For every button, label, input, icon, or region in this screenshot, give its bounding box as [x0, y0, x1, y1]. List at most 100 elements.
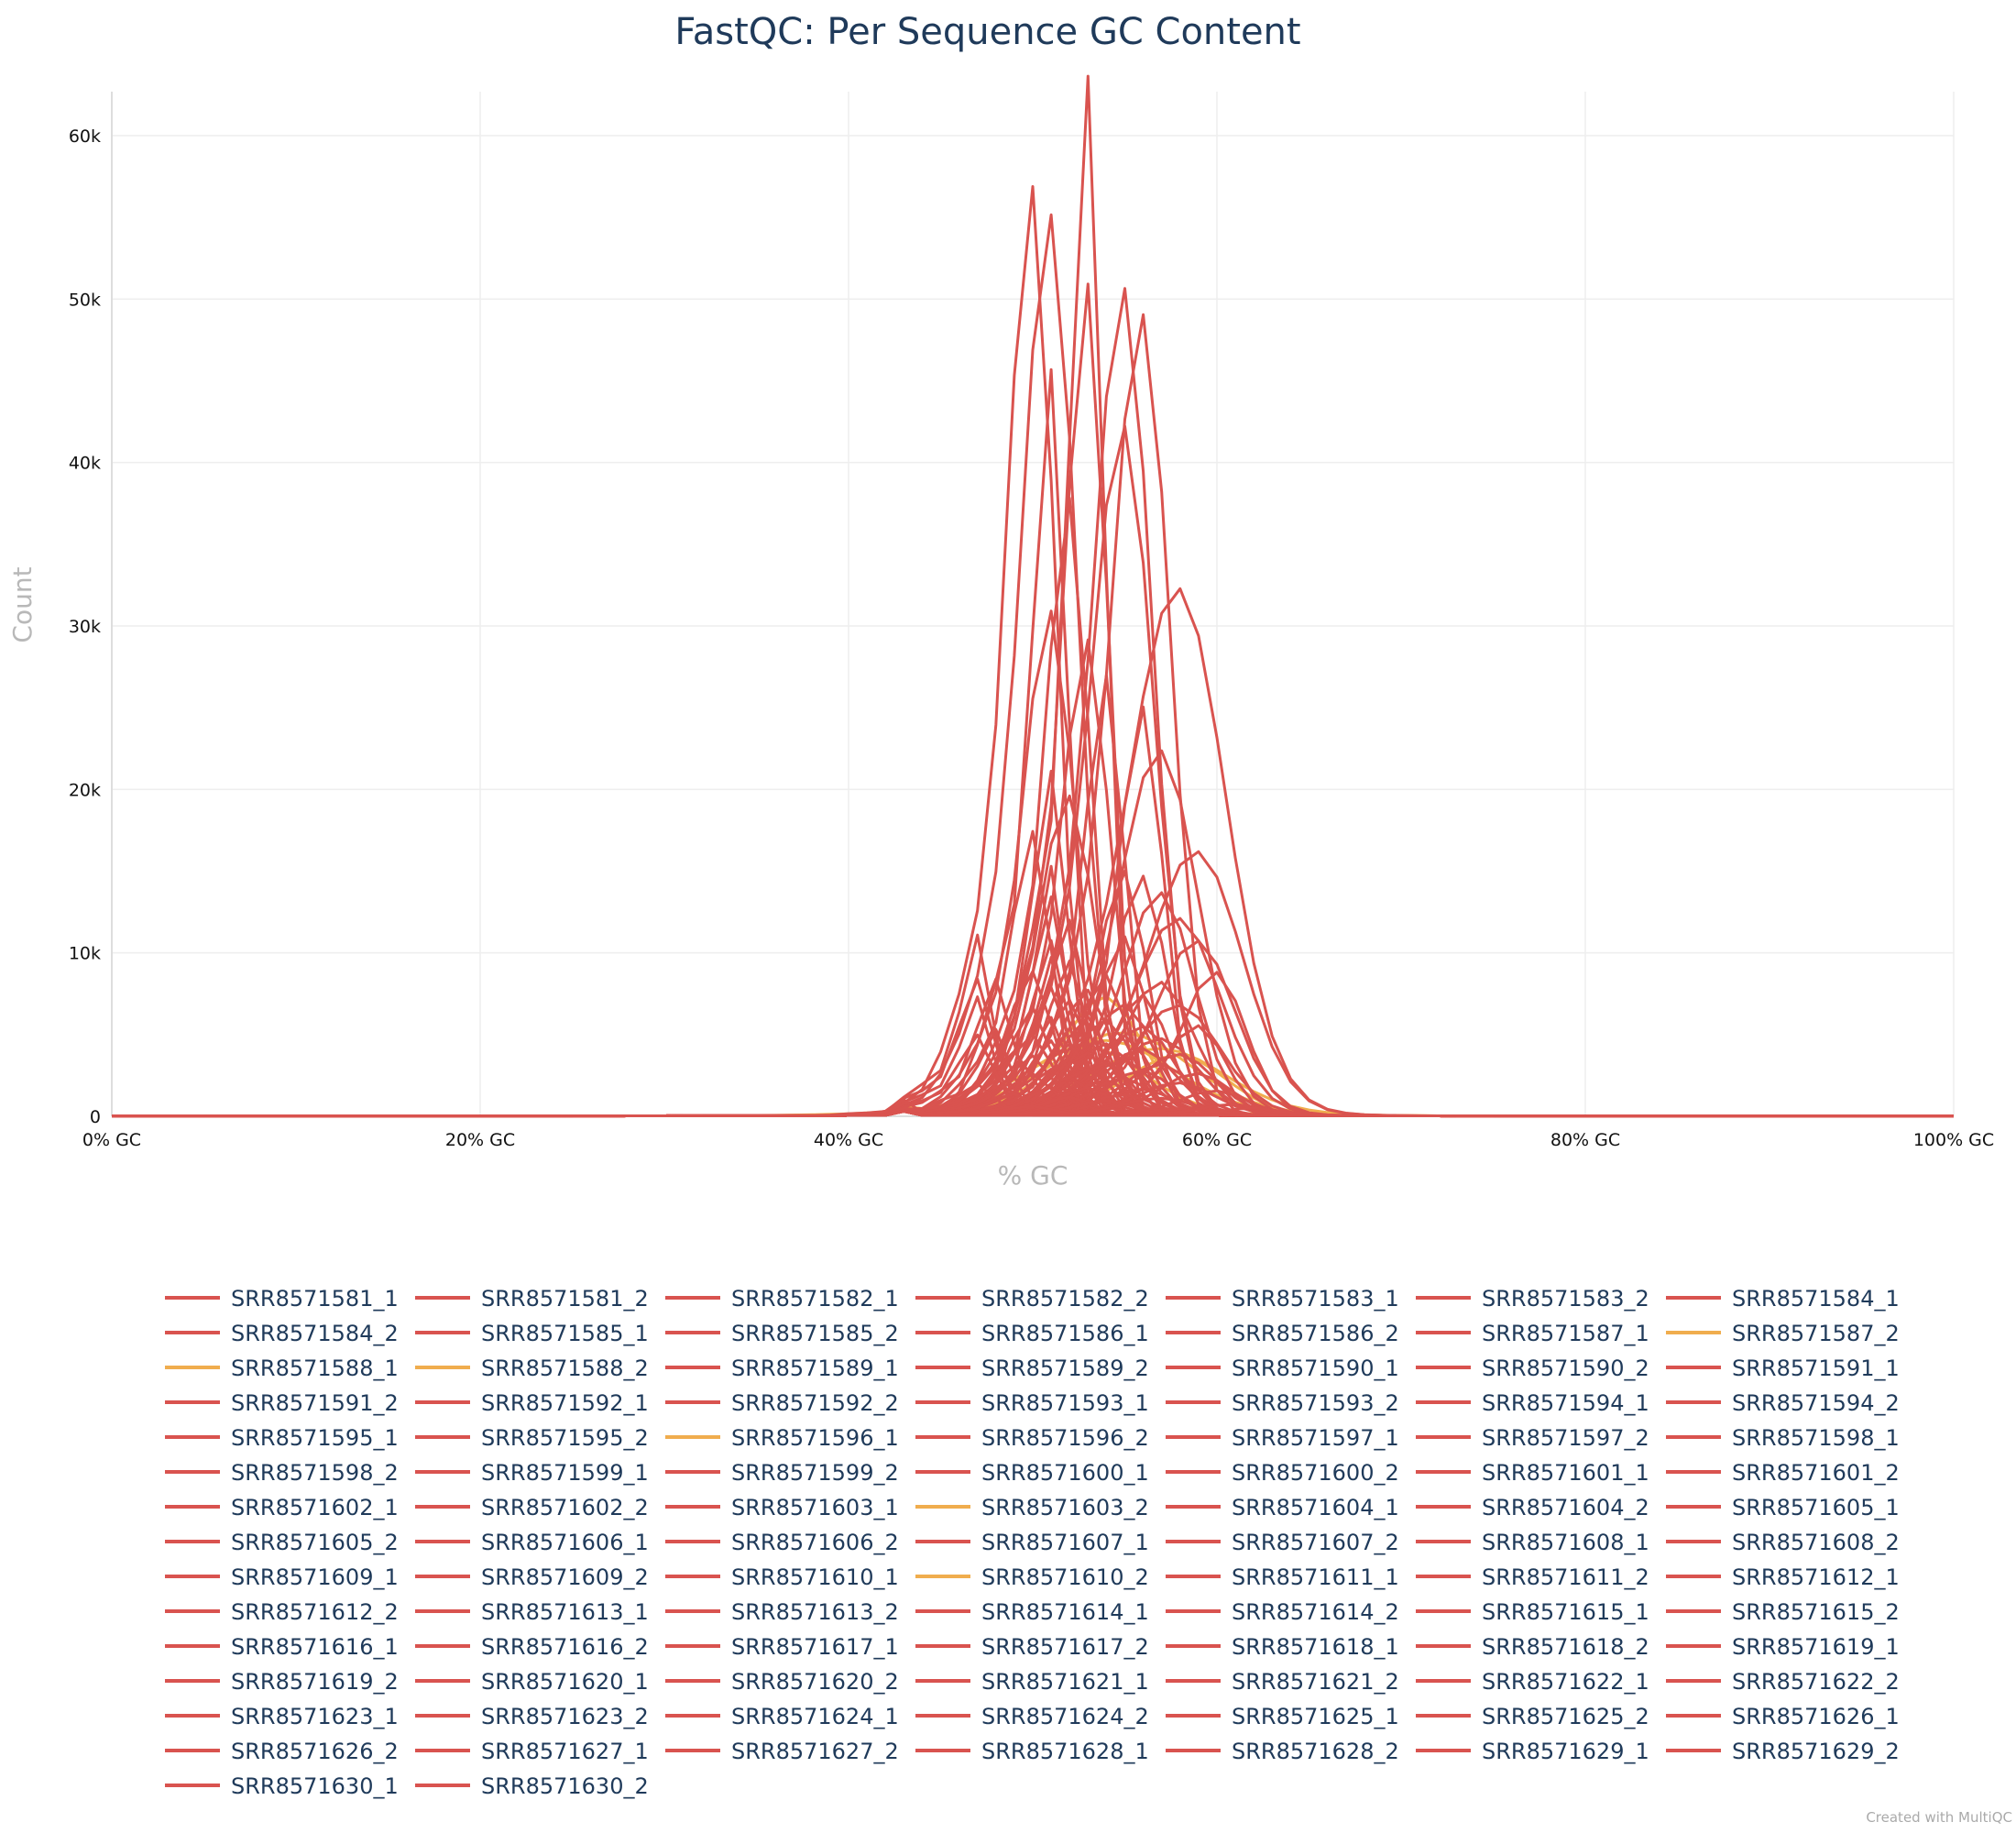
legend-item[interactable]: SRR8571615_1 [1416, 1599, 1649, 1625]
legend-item[interactable]: SRR8571605_2 [165, 1530, 399, 1555]
legend-item[interactable]: SRR8571610_2 [915, 1564, 1149, 1590]
legend-item[interactable]: SRR8571593_1 [915, 1390, 1149, 1416]
legend-item[interactable]: SRR8571608_1 [1416, 1530, 1649, 1555]
legend-item[interactable]: SRR8571582_2 [915, 1286, 1149, 1312]
legend-item[interactable]: SRR8571592_2 [665, 1390, 899, 1416]
legend-item[interactable]: SRR8571626_1 [1666, 1704, 1900, 1729]
legend-item[interactable]: SRR8571612_2 [165, 1599, 399, 1625]
legend-item[interactable]: SRR8571600_2 [1166, 1460, 1399, 1486]
legend-item[interactable]: SRR8571596_2 [915, 1425, 1149, 1451]
legend-item[interactable]: SRR8571621_1 [915, 1669, 1149, 1695]
legend-item[interactable]: SRR8571590_1 [1166, 1356, 1399, 1381]
legend-item[interactable]: SRR8571624_2 [915, 1704, 1149, 1729]
legend-item[interactable]: SRR8571627_2 [665, 1739, 899, 1764]
legend-item[interactable]: SRR8571606_2 [665, 1530, 899, 1555]
legend-item[interactable]: SRR8571629_2 [1666, 1739, 1900, 1764]
legend-item[interactable]: SRR8571620_2 [665, 1669, 899, 1695]
legend-item[interactable]: SRR8571595_1 [165, 1425, 399, 1451]
legend-item[interactable]: SRR8571598_1 [1666, 1425, 1900, 1451]
legend-item[interactable]: SRR8571612_1 [1666, 1564, 1900, 1590]
legend-item[interactable]: SRR8571602_2 [415, 1495, 649, 1520]
legend-item[interactable]: SRR8571616_2 [415, 1634, 649, 1660]
legend-item[interactable]: SRR8571581_1 [165, 1286, 399, 1312]
legend-item[interactable]: SRR8571628_1 [915, 1739, 1149, 1764]
legend-item[interactable]: SRR8571598_2 [165, 1460, 399, 1486]
legend-item[interactable]: SRR8571593_2 [1166, 1390, 1399, 1416]
legend-item[interactable]: SRR8571602_1 [165, 1495, 399, 1520]
legend-item[interactable]: SRR8571618_2 [1416, 1634, 1649, 1660]
legend-item[interactable]: SRR8571614_2 [1166, 1599, 1399, 1625]
legend-item[interactable]: SRR8571589_2 [915, 1356, 1149, 1381]
legend-item[interactable]: SRR8571626_2 [165, 1739, 399, 1764]
legend-item[interactable]: SRR8571630_1 [165, 1773, 399, 1799]
legend-item[interactable]: SRR8571622_2 [1666, 1669, 1900, 1695]
legend-item[interactable]: SRR8571604_2 [1416, 1495, 1649, 1520]
legend-item[interactable]: SRR8571628_2 [1166, 1739, 1399, 1764]
legend-item[interactable]: SRR8571616_1 [165, 1634, 399, 1660]
legend-item[interactable]: SRR8571609_2 [415, 1564, 649, 1590]
legend-item[interactable]: SRR8571623_2 [415, 1704, 649, 1729]
legend-item[interactable]: SRR8571622_1 [1416, 1669, 1649, 1695]
legend-item[interactable]: SRR8571614_1 [915, 1599, 1149, 1625]
legend-item[interactable]: SRR8571589_1 [665, 1356, 899, 1381]
legend-item[interactable]: SRR8571599_1 [415, 1460, 649, 1486]
legend-item[interactable]: SRR8571606_1 [415, 1530, 649, 1555]
legend-item[interactable]: SRR8571624_1 [665, 1704, 899, 1729]
legend-item[interactable]: SRR8571603_1 [665, 1495, 899, 1520]
legend-item[interactable]: SRR8571619_1 [1666, 1634, 1900, 1660]
legend-item[interactable]: SRR8571605_1 [1666, 1495, 1900, 1520]
legend-item[interactable]: SRR8571613_1 [415, 1599, 649, 1625]
legend-item[interactable]: SRR8571592_1 [415, 1390, 649, 1416]
legend-item[interactable]: SRR8571600_1 [915, 1460, 1149, 1486]
legend-item[interactable]: SRR8571595_2 [415, 1425, 649, 1451]
legend-item[interactable]: SRR8571587_1 [1416, 1321, 1649, 1346]
legend-item[interactable]: SRR8571630_2 [415, 1773, 649, 1799]
legend-item[interactable]: SRR8571617_2 [915, 1634, 1149, 1660]
legend-item[interactable]: SRR8571588_2 [415, 1356, 649, 1381]
legend-item[interactable]: SRR8571582_1 [665, 1286, 899, 1312]
legend-item[interactable]: SRR8571599_2 [665, 1460, 899, 1486]
legend-item[interactable]: SRR8571590_2 [1416, 1356, 1649, 1381]
legend-item[interactable]: SRR8571621_2 [1166, 1669, 1399, 1695]
legend-item[interactable]: SRR8571611_1 [1166, 1564, 1399, 1590]
legend-item[interactable]: SRR8571581_2 [415, 1286, 649, 1312]
legend-item[interactable]: SRR8571585_1 [415, 1321, 649, 1346]
legend-item[interactable]: SRR8571587_2 [1666, 1321, 1900, 1346]
legend-item[interactable]: SRR8571601_2 [1666, 1460, 1900, 1486]
legend-item[interactable]: SRR8571613_2 [665, 1599, 899, 1625]
legend-item[interactable]: SRR8571604_1 [1166, 1495, 1399, 1520]
legend-item[interactable]: SRR8571623_1 [165, 1704, 399, 1729]
legend-item[interactable]: SRR8571608_2 [1666, 1530, 1900, 1555]
legend-item[interactable]: SRR8571617_1 [665, 1634, 899, 1660]
legend-item[interactable]: SRR8571597_1 [1166, 1425, 1399, 1451]
legend-item[interactable]: SRR8571603_2 [915, 1495, 1149, 1520]
legend-item[interactable]: SRR8571591_1 [1666, 1356, 1900, 1381]
legend-item[interactable]: SRR8571585_2 [665, 1321, 899, 1346]
legend-item[interactable]: SRR8571629_1 [1416, 1739, 1649, 1764]
legend-item[interactable]: SRR8571611_2 [1416, 1564, 1649, 1590]
legend-item[interactable]: SRR8571619_2 [165, 1669, 399, 1695]
legend-item[interactable]: SRR8571625_2 [1416, 1704, 1649, 1729]
legend-item[interactable]: SRR8571627_1 [415, 1739, 649, 1764]
legend-item[interactable]: SRR8571596_1 [665, 1425, 899, 1451]
legend-item[interactable]: SRR8571588_1 [165, 1356, 399, 1381]
legend-item[interactable]: SRR8571620_1 [415, 1669, 649, 1695]
legend-item[interactable]: SRR8571594_1 [1416, 1390, 1649, 1416]
legend-item[interactable]: SRR8571615_2 [1666, 1599, 1900, 1625]
legend-item[interactable]: SRR8571583_1 [1166, 1286, 1399, 1312]
legend-item[interactable]: SRR8571607_1 [915, 1530, 1149, 1555]
legend-item[interactable]: SRR8571591_2 [165, 1390, 399, 1416]
legend-item[interactable]: SRR8571594_2 [1666, 1390, 1900, 1416]
legend-item[interactable]: SRR8571583_2 [1416, 1286, 1649, 1312]
legend-item[interactable]: SRR8571607_2 [1166, 1530, 1399, 1555]
legend-item[interactable]: SRR8571586_2 [1166, 1321, 1399, 1346]
legend-item[interactable]: SRR8571601_1 [1416, 1460, 1649, 1486]
legend-item[interactable]: SRR8571625_1 [1166, 1704, 1399, 1729]
legend-item[interactable]: SRR8571610_1 [665, 1564, 899, 1590]
legend-item[interactable]: SRR8571609_1 [165, 1564, 399, 1590]
legend-item[interactable]: SRR8571584_2 [165, 1321, 399, 1346]
legend-item[interactable]: SRR8571618_1 [1166, 1634, 1399, 1660]
legend-item[interactable]: SRR8571586_1 [915, 1321, 1149, 1346]
legend-item[interactable]: SRR8571597_2 [1416, 1425, 1649, 1451]
legend-item[interactable]: SRR8571584_1 [1666, 1286, 1900, 1312]
